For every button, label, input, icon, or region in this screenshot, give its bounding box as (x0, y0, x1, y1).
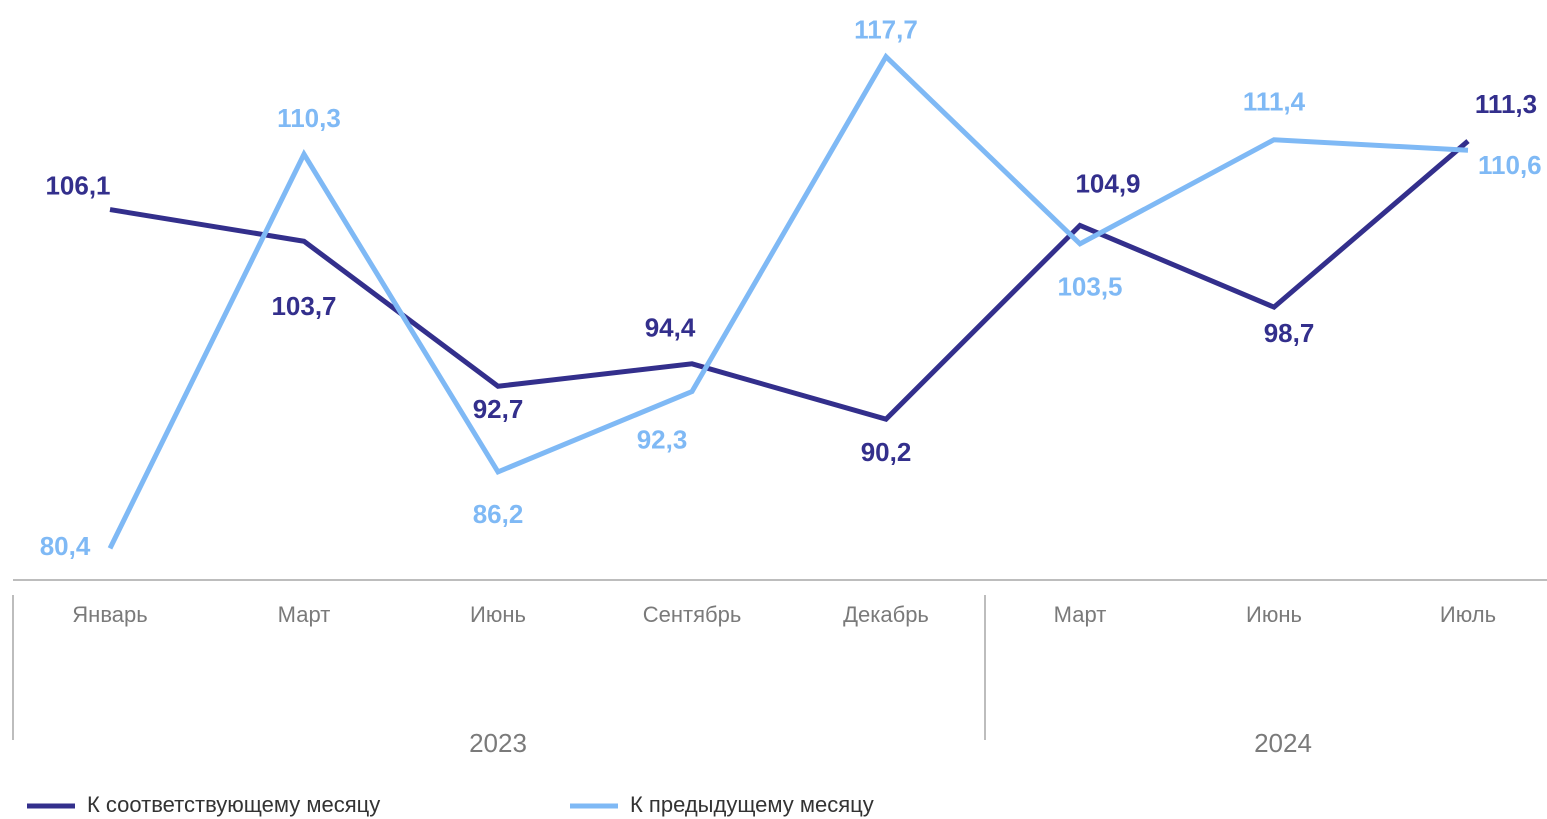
year-label: 2024 (1254, 728, 1312, 758)
data-label: 104,9 (1075, 168, 1140, 198)
x-tick-label: Март (278, 602, 331, 627)
x-tick-label: Июль (1440, 602, 1496, 627)
line-series (107, 52, 1469, 550)
x-tick-label: Сентябрь (643, 602, 742, 627)
x-tick-label: Январь (72, 602, 147, 627)
data-label: 106,1 (45, 170, 110, 200)
x-tick-label: Июнь (1246, 602, 1302, 627)
data-label: 94,4 (645, 313, 696, 343)
data-label: 111,3 (1475, 89, 1537, 119)
legend-label: К соответствующему месяцу (87, 792, 380, 817)
x-tick-label: Июнь (470, 602, 526, 627)
data-label: 92,7 (473, 394, 524, 424)
data-label: 90,2 (861, 437, 912, 467)
data-label: 98,7 (1264, 318, 1315, 348)
data-label: 110,3 (277, 103, 341, 133)
data-label: 117,7 (854, 15, 918, 45)
x-tick-label: Декабрь (843, 602, 929, 627)
data-label: 103,7 (271, 291, 336, 321)
data-label: 86,2 (473, 499, 524, 529)
data-label: 80,4 (40, 531, 91, 561)
year-label: 2023 (469, 728, 527, 758)
line-series (109, 139, 1470, 422)
data-label: 92,3 (637, 424, 688, 454)
legend-label: К предыдущему месяцу (630, 792, 874, 817)
data-label: 111,4 (1243, 87, 1306, 117)
x-tick-label: Март (1054, 602, 1107, 627)
data-label: 110,6 (1478, 150, 1542, 180)
data-label: 103,5 (1057, 272, 1122, 302)
